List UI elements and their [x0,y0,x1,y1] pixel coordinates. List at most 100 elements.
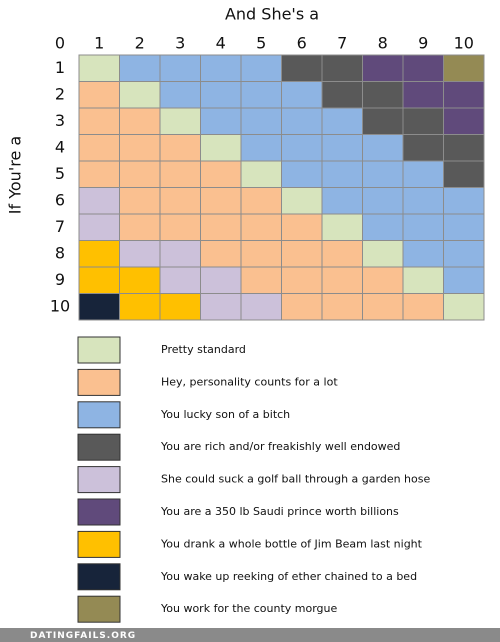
grid-cell [281,81,323,109]
grid-cell [362,187,404,215]
grid-cell [78,54,120,82]
column-label: 8 [378,34,388,53]
grid-cell [281,266,323,294]
row-label: 1 [55,58,65,77]
grid-cell [200,81,242,109]
grid-cell [119,107,161,135]
column-label: 10 [454,34,474,53]
grid-cell [240,187,282,215]
grid-cell [443,266,485,294]
grid-cell [281,54,323,82]
grid-cell [200,213,242,241]
grid-cell [281,134,323,162]
grid-cell [78,266,120,294]
grid-cell [78,187,120,215]
column-label: 3 [175,34,185,53]
grid-cell [402,81,444,109]
column-label: 6 [297,34,307,53]
grid-cell [240,293,282,321]
grid-cell [200,107,242,135]
grid-cell [362,134,404,162]
grid-cell [159,240,201,268]
grid-cell [200,266,242,294]
grid-cell [443,240,485,268]
grid-cell [78,293,120,321]
row-label: 9 [55,270,65,289]
grid-cell [362,54,404,82]
grid-cell [240,134,282,162]
grid-cell [159,107,201,135]
legend-swatch [77,530,121,558]
column-label: 4 [216,34,226,53]
column-label: 9 [418,34,428,53]
side-title: If You're a [6,136,25,214]
row-label: 4 [55,137,65,156]
legend-swatch [77,466,121,494]
legend-swatch [77,368,121,396]
grid-cell [362,293,404,321]
grid-cell [240,107,282,135]
grid-cell [159,187,201,215]
grid-cell [281,160,323,188]
grid-cell [321,266,363,294]
grid-cell [240,213,282,241]
legend-swatch [77,498,121,526]
grid-cell [281,240,323,268]
grid-cell [321,240,363,268]
grid-cell [200,134,242,162]
grid-cell [78,240,120,268]
legend-label: You work for the county morgue [160,602,338,615]
grid-cell [159,160,201,188]
top-title: And She's a [225,5,319,24]
grid-cell [159,54,201,82]
grid-cell [321,134,363,162]
row-label: 10 [50,296,70,315]
grid-cell [159,81,201,109]
grid-cell [78,107,120,135]
grid-cell [362,81,404,109]
grid-cell [443,107,485,135]
column-label: 1 [94,34,104,53]
row-label: 3 [55,111,65,130]
row-label: 5 [55,164,65,183]
grid-cell [240,266,282,294]
legend-swatch [77,433,121,461]
grid-cell [281,187,323,215]
grid-cell [281,213,323,241]
legend-label: Hey, personality counts for a lot [161,375,338,388]
grid-cell [119,240,161,268]
grid-cell [321,54,363,82]
legend-label: You lucky son of a bitch [160,408,290,421]
grid-cell [78,160,120,188]
grid-cell [281,107,323,135]
legend-swatch [77,401,121,429]
grid-cell [119,81,161,109]
grid-cell [362,240,404,268]
grid-cell [443,187,485,215]
grid-cell [119,134,161,162]
grid-cell [200,187,242,215]
grid-cell [78,134,120,162]
grid-cell [402,54,444,82]
grid-cell [119,187,161,215]
grid-cell [443,54,485,82]
grid-cell [240,81,282,109]
grid-cell [119,160,161,188]
grid-cell [402,240,444,268]
grid-cell [159,266,201,294]
grid-cell [119,54,161,82]
column-label: 5 [256,34,266,53]
grid-cell [321,293,363,321]
footer-bar [0,628,500,642]
grid-cell [362,107,404,135]
grid-cell [402,293,444,321]
column-label: 2 [135,34,145,53]
legend-swatch [77,595,121,623]
legend-label: You wake up reeking of ether chained to … [160,570,417,583]
grid-cell [321,81,363,109]
grid-cell [78,213,120,241]
grid-cell [200,54,242,82]
grid-cell [119,266,161,294]
legend-label: She could suck a golf ball through a gar… [161,473,430,486]
